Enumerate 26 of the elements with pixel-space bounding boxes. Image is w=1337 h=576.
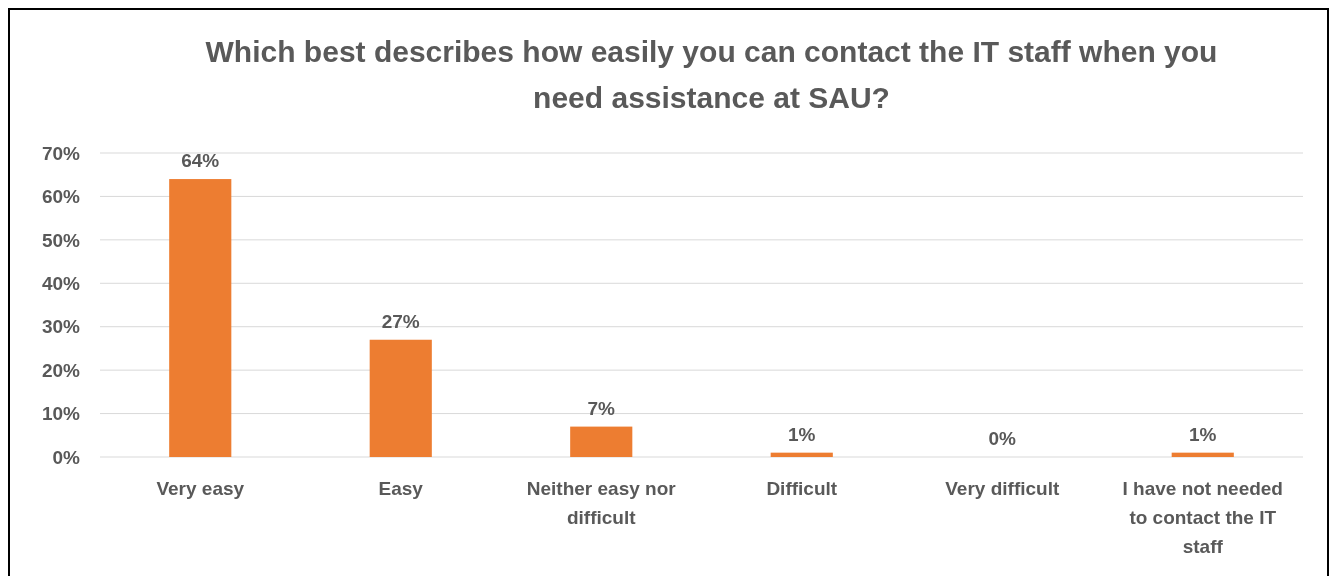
data-label: 7% xyxy=(587,397,616,419)
bar xyxy=(570,426,633,457)
bar xyxy=(770,452,833,457)
y-tick-label: 10% xyxy=(41,403,81,425)
y-tick-label: 50% xyxy=(41,229,81,251)
x-tick-label: Difficult xyxy=(766,478,838,499)
x-tick-label: Very difficult xyxy=(945,478,1060,499)
data-label: 64% xyxy=(181,150,220,172)
x-tick-label: Very easy xyxy=(156,478,245,499)
y-tick-label: 30% xyxy=(41,316,81,338)
bar xyxy=(169,179,232,457)
y-tick-label: 60% xyxy=(41,186,81,208)
y-tick-label: 20% xyxy=(41,359,81,381)
chart-title: Which best describes how easily you can contact the IT staff when you need assistance at SAU? xyxy=(205,35,1218,114)
data-label: 27% xyxy=(381,310,420,332)
x-tick-label: I have not needed to contact the IT staff xyxy=(1122,478,1283,557)
data-label: 1% xyxy=(1189,423,1217,445)
y-tick-label: 70% xyxy=(41,142,81,164)
y-tick-label: 0% xyxy=(52,446,81,468)
x-tick-label: Neither easy nor difficult xyxy=(526,478,677,528)
data-label: 1% xyxy=(788,423,816,445)
x-tick-label: Easy xyxy=(378,478,424,499)
data-label: 0% xyxy=(988,428,1017,449)
bar xyxy=(1171,452,1234,457)
bar xyxy=(369,339,432,457)
y-tick-label: 40% xyxy=(41,272,81,294)
